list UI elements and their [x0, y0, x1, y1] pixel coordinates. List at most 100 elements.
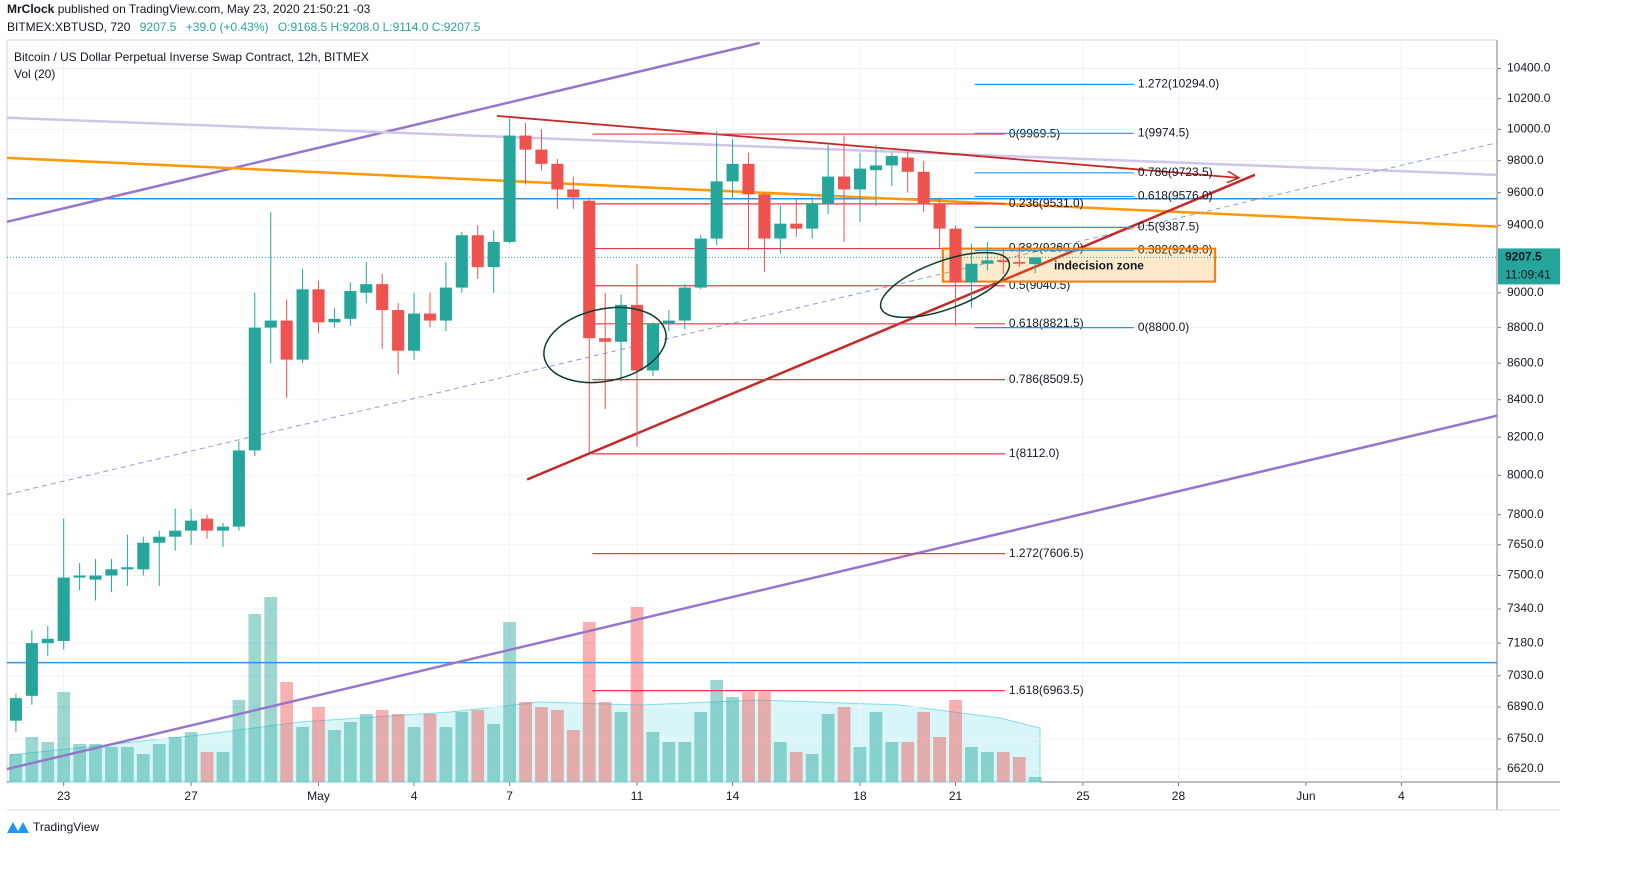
y-tick-label: 7500.0	[1507, 568, 1544, 582]
volume-bar	[630, 607, 644, 782]
x-tick-label: Jun	[1296, 789, 1315, 803]
volume-bar	[487, 724, 501, 782]
candle-body	[439, 287, 452, 321]
candle-body	[1029, 257, 1042, 264]
candle-body	[551, 163, 564, 190]
volume-bar	[216, 752, 230, 782]
price-tag	[1498, 248, 1560, 285]
y-tick-label: 7650.0	[1507, 537, 1544, 551]
volume-bar	[535, 707, 548, 782]
candle-body	[344, 291, 357, 319]
y-tick-label: 8600.0	[1507, 355, 1544, 369]
volume-bar	[789, 752, 803, 782]
volume-bar	[885, 742, 899, 782]
y-tick-label: 10400.0	[1507, 61, 1551, 75]
candle-body	[662, 320, 675, 325]
candle-body	[248, 327, 261, 451]
volume-bar	[837, 707, 851, 782]
candle-body	[758, 194, 771, 239]
x-tick-label: 4	[1398, 789, 1405, 803]
volume-bar	[694, 712, 708, 782]
candle-body	[790, 223, 803, 229]
volume-bar	[805, 754, 819, 782]
volume-bar	[407, 727, 421, 782]
volume-bar	[933, 737, 946, 782]
x-tick-label: May	[307, 789, 330, 803]
candle-body	[200, 518, 214, 531]
x-tick-label: 28	[1172, 789, 1186, 803]
volume-bar	[662, 742, 676, 782]
candle-body	[726, 163, 739, 182]
y-tick-label: 9800.0	[1507, 153, 1544, 167]
y-tick-label: 7030.0	[1507, 668, 1544, 682]
volume-bar	[1012, 757, 1026, 782]
x-tick-label: 27	[184, 789, 198, 803]
candle-body	[41, 638, 54, 644]
fib-label: 0.786(9723.5)	[1138, 165, 1213, 179]
candle-body	[312, 289, 325, 323]
volume-bar	[614, 712, 628, 782]
candle-body	[853, 168, 867, 190]
candle-body	[678, 287, 691, 321]
x-tick-label: 25	[1076, 789, 1090, 803]
volume-bar	[121, 747, 134, 782]
candle-body	[885, 155, 898, 166]
volume-bar	[949, 700, 962, 782]
candle-body	[487, 241, 500, 268]
publisher: MrClock published on TradingView.com, Ma…	[7, 2, 371, 16]
volume-bar	[343, 722, 357, 782]
x-tick-label: 21	[949, 789, 963, 803]
volume-bar	[726, 697, 739, 782]
volume-bar	[758, 692, 771, 782]
candle-body	[408, 313, 421, 351]
candle-body	[105, 569, 118, 576]
fib-label: 0.618(8821.5)	[1009, 316, 1084, 330]
candle-body	[232, 450, 245, 527]
volume-bar	[471, 710, 485, 782]
fib-label: 0.382(9249.0)	[1138, 243, 1213, 257]
candle-body	[742, 163, 755, 195]
volume-bar	[821, 714, 835, 782]
candle-body	[694, 238, 707, 288]
hand-ellipse	[543, 306, 667, 384]
brand: TradingView	[33, 820, 99, 834]
candle-body	[185, 520, 198, 531]
zone-label: indecision zone	[1054, 258, 1144, 272]
candle-body	[646, 324, 659, 371]
x-tick-label: 14	[726, 789, 740, 803]
fib-label: 0(8800.0)	[1138, 320, 1189, 334]
candle-body	[806, 204, 819, 229]
volume-bar	[551, 710, 564, 782]
volume-bar	[646, 732, 660, 782]
plot-frame	[6, 39, 1498, 783]
candle-body	[423, 313, 437, 321]
candle-body	[535, 149, 548, 164]
volume-bar	[168, 737, 182, 782]
volume-bar	[582, 622, 596, 782]
volume-bar	[264, 597, 278, 782]
volume-bar	[105, 747, 118, 782]
volume-bar	[391, 714, 405, 782]
volume-bar	[359, 714, 373, 782]
volume-label: Vol (20)	[14, 67, 55, 81]
candle-body	[264, 320, 277, 328]
candle-body	[73, 575, 86, 578]
logo	[7, 822, 29, 833]
volume-bar	[184, 732, 198, 782]
trendline	[526, 173, 1256, 481]
fib-label: 0.236(9531.0)	[1009, 196, 1084, 210]
fib-label: 1.272(7606.5)	[1009, 546, 1084, 560]
layer: 10400.0 10200.0 10000.0 9800.0 9600.0 9400.0 9…	[6, 40, 1560, 803]
candle-body	[376, 284, 389, 311]
volume-bar	[996, 752, 1010, 782]
candle-body	[997, 260, 1010, 263]
candle-body	[837, 176, 851, 190]
y-tick-label: 10200.0	[1507, 91, 1551, 105]
volume-bar	[503, 622, 516, 782]
x-tick-label: 7	[506, 789, 513, 803]
candle-body	[901, 157, 914, 172]
fib-label: 0.786(8509.5)	[1009, 372, 1084, 386]
volume-bar	[89, 744, 102, 782]
candle-body	[1013, 262, 1026, 264]
